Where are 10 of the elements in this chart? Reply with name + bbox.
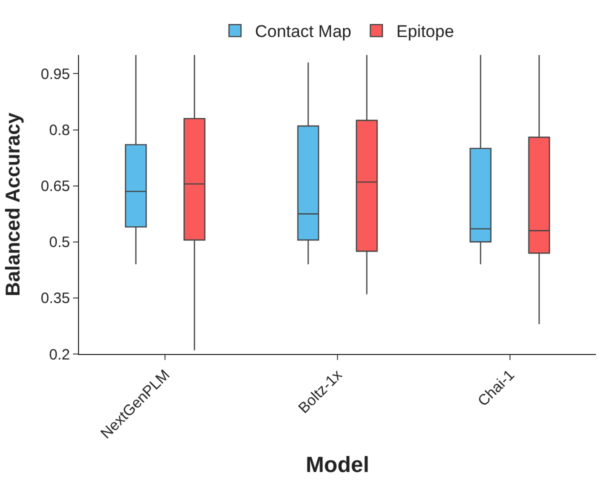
legend-label: Contact Map: [255, 22, 352, 42]
y-tick-label: 0.35: [40, 290, 70, 308]
x-axis-title: Model: [306, 452, 370, 478]
y-tick-label: 0.95: [40, 66, 70, 83]
y-axis-title: Balanced Accuracy: [2, 112, 24, 296]
y-tick-label: 0.2: [49, 346, 70, 364]
y-tick-label: 0.65: [40, 178, 70, 196]
y-tick-label: 0.8: [49, 122, 70, 139]
legend-label: Epitope: [396, 22, 454, 42]
y-tick-label: 0.5: [49, 234, 70, 252]
